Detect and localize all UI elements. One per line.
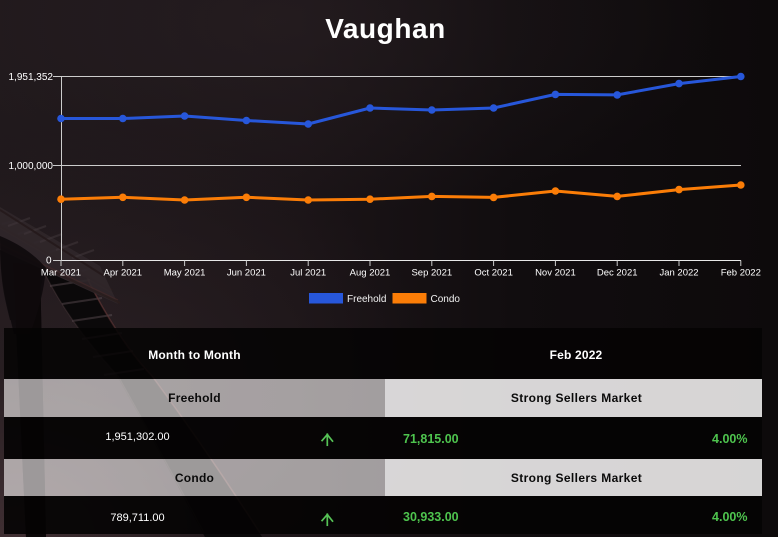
svg-text:Condo: Condo <box>431 294 461 305</box>
svg-text:Feb 2022: Feb 2022 <box>721 268 761 279</box>
svg-text:1,951,352: 1,951,352 <box>9 72 54 83</box>
svg-text:Freehold: Freehold <box>347 294 386 305</box>
svg-text:Jul 2021: Jul 2021 <box>290 268 326 279</box>
svg-text:Oct 2021: Oct 2021 <box>474 268 513 279</box>
svg-text:Mar 2021: Mar 2021 <box>41 268 81 279</box>
svg-text:Jun 2021: Jun 2021 <box>227 268 266 279</box>
svg-text:Dec 2021: Dec 2021 <box>597 268 638 279</box>
svg-text:Sep 2021: Sep 2021 <box>411 268 452 279</box>
svg-text:Jan 2022: Jan 2022 <box>659 268 698 279</box>
svg-text:1,000,000: 1,000,000 <box>9 161 54 172</box>
svg-text:Apr 2021: Apr 2021 <box>104 268 143 279</box>
svg-text:0: 0 <box>46 256 52 267</box>
svg-text:Nov 2021: Nov 2021 <box>535 268 576 279</box>
svg-text:May 2021: May 2021 <box>164 268 206 279</box>
svg-text:Aug 2021: Aug 2021 <box>350 268 391 279</box>
